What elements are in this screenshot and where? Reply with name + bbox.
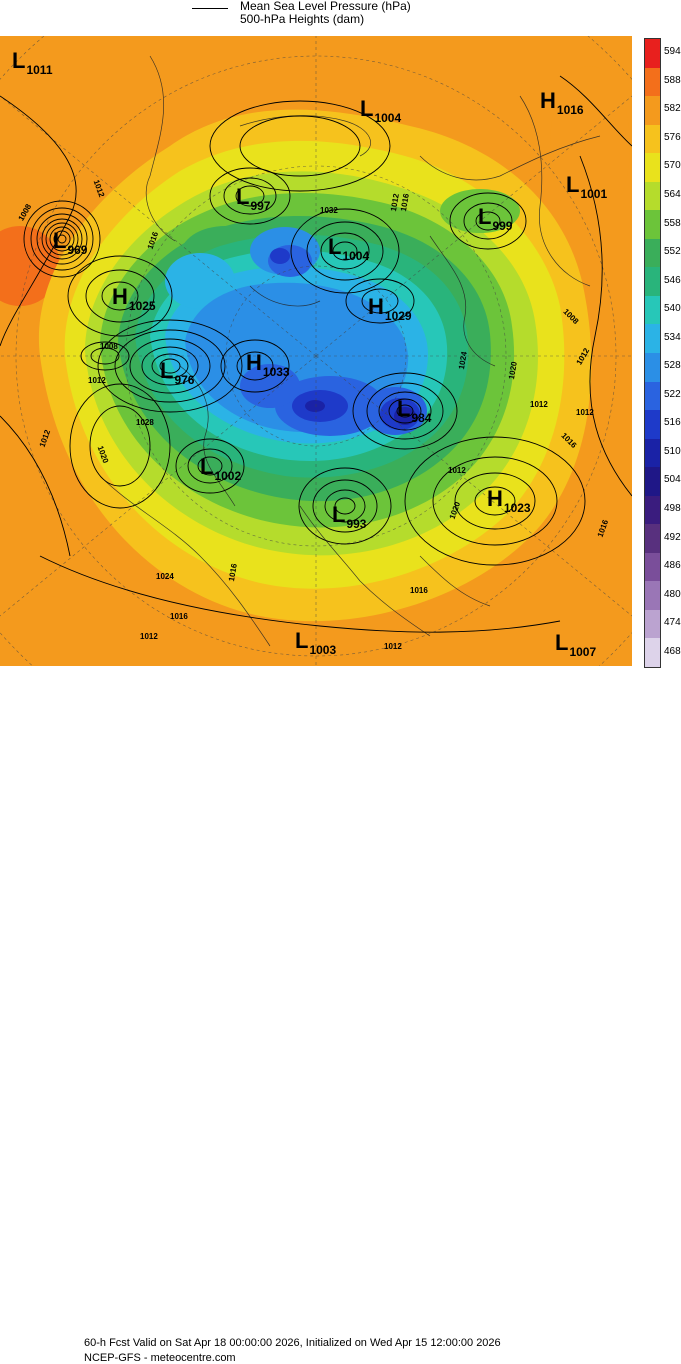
height-field: [0, 36, 632, 666]
isobar-label: 1012: [448, 466, 466, 475]
chart-header: Mean Sea Level Pressure (hPa) 500-hPa He…: [0, 0, 681, 34]
colorbar-tick-label: 528: [664, 360, 681, 372]
colorbar-segment: [645, 267, 660, 297]
colorbar-tick-label: 576: [664, 131, 681, 143]
legend-heights-label: 500-hPa Heights (dam): [240, 12, 365, 26]
colorbar-tick-label: 510: [664, 445, 681, 457]
low-pressure-center: L1004: [328, 234, 370, 263]
forecast-validity-text: 60-h Fcst Valid on Sat Apr 18 00:00:00 2…: [84, 1337, 501, 1349]
colorbar-tick-label: 552: [664, 246, 681, 258]
low-pressure-center: L969: [53, 228, 88, 257]
low-pressure-center: L1003: [295, 628, 337, 657]
legend-mslp-label: Mean Sea Level Pressure (hPa): [240, 0, 411, 13]
low-pressure-center: L999: [478, 204, 513, 233]
colorbar-segment: [645, 495, 660, 525]
mslp-legend-line: [192, 8, 228, 9]
colorbar-tick-label: 492: [664, 531, 681, 543]
low-pressure-center: L976: [160, 358, 195, 387]
colorbar-tick-label: 522: [664, 388, 681, 400]
isobar-label: 1016: [410, 586, 428, 595]
high-pressure-center: H1023: [487, 486, 531, 515]
isobar-label: 1024: [156, 572, 174, 581]
colorbar-tick-label: 486: [664, 560, 681, 572]
colorbar-tick-label: 534: [664, 331, 681, 343]
high-pressure-center: H1029: [368, 294, 412, 323]
colorbar-segment: [645, 581, 660, 611]
colorbar-tick-label: 498: [664, 503, 681, 514]
low-pressure-center: L997: [236, 184, 271, 213]
model-source-text: NCEP-GFS - meteocentre.com: [84, 1352, 236, 1364]
isobar-label: 1028: [136, 418, 154, 427]
isobar-label: 1012: [140, 632, 158, 641]
high-pressure-center: H1033: [246, 350, 290, 379]
colorbar-segment: [645, 153, 660, 183]
colorbar-tick-label: 480: [664, 588, 681, 600]
colorbar-tick-label: 594: [664, 46, 681, 58]
colorbar-segment: [645, 638, 660, 668]
colorbar-segment: [645, 353, 660, 383]
colorbar-tick-label: 516: [664, 417, 681, 429]
colorbar-tick-label: 504: [664, 474, 681, 486]
isobar-label: 1032: [320, 206, 338, 215]
colorbar-segment: [645, 67, 660, 97]
colorbar-segment: [645, 295, 660, 325]
colorbar-segment: [645, 438, 660, 468]
colorbar-segment: [645, 39, 660, 69]
colorbar-segment: [645, 467, 660, 497]
low-pressure-center: L1001: [566, 172, 608, 201]
isobar-label: 1016: [170, 612, 188, 621]
colorbar-segment: [645, 552, 660, 582]
colorbar-segment: [645, 324, 660, 354]
isobar-label: 1012: [384, 642, 402, 651]
chart-footer: 60-h Fcst Valid on Sat Apr 18 00:00:00 2…: [0, 668, 681, 1364]
low-pressure-center: L1007: [555, 630, 597, 659]
colorbar-segment: [645, 381, 660, 411]
isobar-label: 1012: [88, 376, 106, 385]
colorbar-segment: [645, 181, 660, 211]
colorbar-segment: [645, 238, 660, 268]
colorbar-tick-label: 564: [664, 189, 681, 200]
colorbar-segment: [645, 96, 660, 126]
colorbar-segment: [645, 410, 660, 440]
isobar-label: 1012: [576, 408, 594, 417]
low-pressure-center: L1004: [360, 96, 402, 125]
colorbar-tick-label: 570: [664, 160, 681, 172]
low-pressure-center: L984: [397, 396, 432, 425]
high-pressure-center: H1016: [540, 88, 584, 117]
colorbar-tick-label: 540: [664, 303, 681, 315]
colorbar-tick-label: 558: [664, 217, 681, 229]
low-pressure-center: L1002: [200, 454, 242, 483]
height-colorbar: [644, 38, 661, 668]
colorbar-tick-label: 582: [664, 103, 681, 115]
high-pressure-center: H1025: [112, 284, 156, 313]
colorbar-segment: [645, 210, 660, 240]
weather-map: L1011 L1004 H1016 L1001 L997 L999 L969 L…: [0, 36, 632, 666]
colorbar-segment: [645, 609, 660, 639]
isobar-label: 1012: [530, 400, 548, 409]
colorbar-tick-label: 546: [664, 274, 681, 286]
isobar-label: 1008: [100, 342, 118, 351]
colorbar-segment: [645, 524, 660, 554]
colorbar-tick-label: 588: [664, 74, 681, 86]
colorbar-segment: [645, 124, 660, 154]
low-pressure-center: L1011: [12, 48, 53, 77]
colorbar-tick-label: 474: [664, 617, 681, 629]
low-pressure-center: L993: [332, 502, 367, 531]
colorbar-tick-label: 468: [664, 645, 681, 657]
